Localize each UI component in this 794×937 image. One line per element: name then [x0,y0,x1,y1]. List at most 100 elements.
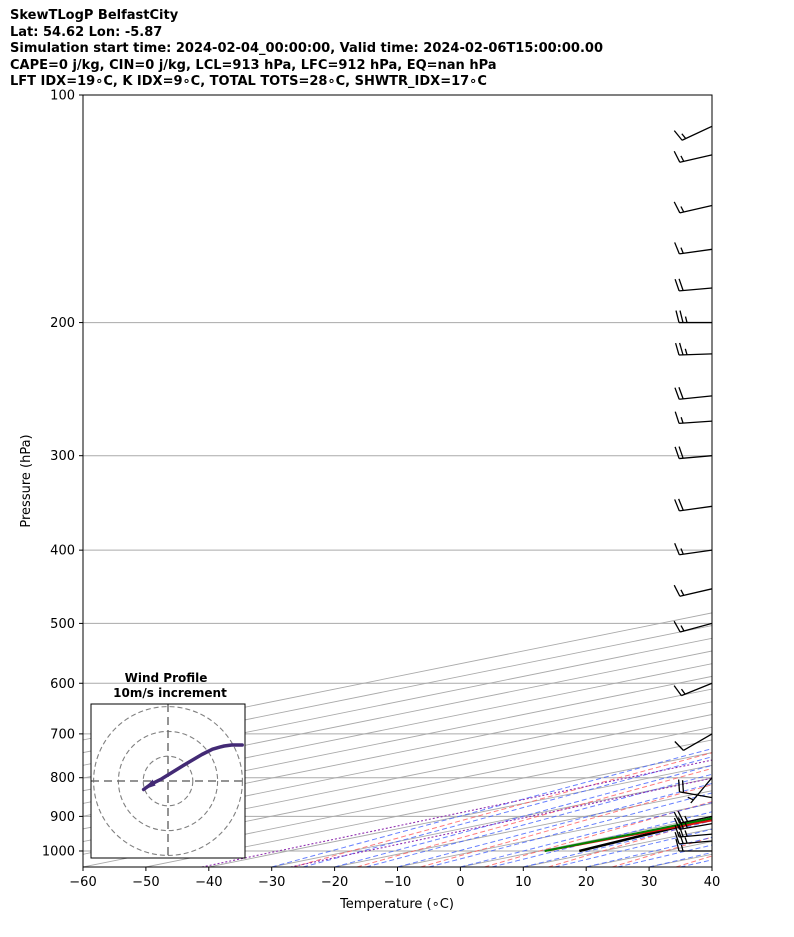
x-tick-label: 0 [456,875,464,890]
chart-title: SkewTLogP BelfastCity [10,8,179,23]
wind-barb-flag [674,387,680,400]
wind-barb-half-flag [680,625,685,632]
wind-barb-flag [678,387,684,400]
cin-shaded-area [702,818,712,822]
isotherm-line [460,815,712,867]
wind-barb-flag [674,411,680,424]
hodograph-trace [141,743,244,792]
wind-barb-flag [674,741,684,751]
hodograph-subtitle: 10m/s increment [113,686,227,700]
wind-barb-shaft [679,505,713,512]
x-tick-label: 20 [578,875,595,890]
moist-adiabat-line [523,820,712,867]
wind-barb-half-flag [680,155,685,162]
wind-barb-shaft [679,395,713,400]
isotherm-line [523,828,712,867]
wind-barb-flag [674,446,680,459]
wind-barb-flag [675,310,680,323]
temperature-profile-line [544,819,712,852]
hodograph-rings [91,704,245,858]
wind-barb-shaft [683,733,713,751]
wind-barb-shaft [679,622,713,633]
wind-barb-half-flag [681,133,687,139]
y-tick-label: 100 [50,89,75,104]
mixing-ratio-line [290,777,712,867]
wind-barb-flag [673,201,681,214]
wind-barb-shaft [679,815,713,824]
wind-barb [674,831,713,845]
wind-barb-half-flag [680,417,684,424]
wind-barb-flag [681,780,685,793]
wind-barb-flag [675,838,680,852]
wind-barb-shaft [679,822,713,830]
hodograph-inset: Wind Profile 10m/s increment [90,671,246,859]
wind-barb-flag [677,779,681,792]
wind-barb [674,411,713,425]
wind-barb [673,682,713,697]
moist-adiabat-line [648,852,712,867]
wind-barb-flag [673,685,682,697]
y-tick-label: 400 [50,544,75,559]
wind-barb-shaft [681,682,713,697]
dry-adiabat-line [293,752,712,867]
wind-barb-shaft [679,840,713,845]
y-tick-label: 900 [50,810,75,825]
moist-adiabat-line [680,859,712,867]
wind-barb-half-flag [680,548,684,555]
wind-barb-shaft [679,420,713,425]
isotherm-line [83,726,712,855]
wind-barb-flag [674,242,680,255]
dry-adiabat-line [740,95,794,867]
dry-adiabats [293,95,794,867]
moist-adiabat-line [460,801,712,867]
y-axis-label: Pressure (hPa) [19,434,34,527]
dry-adiabat-line [548,818,712,867]
y-axis: 100 200 300 400 500 600 700 800 900 1000 [42,89,83,859]
wind-barb-half-flag [680,247,684,254]
isotherm-line [83,701,712,830]
x-tick-label: −30 [258,875,285,890]
wind-barb-flag [674,278,680,292]
wind-barb [674,824,713,838]
wind-barb [675,310,712,324]
wind-barb-half-flag [684,815,689,822]
wind-barb-shaft [679,154,713,163]
wind-barb-flag [673,620,681,633]
wind-barb-flag [678,446,684,459]
wind-barb-flag [678,498,684,511]
mixing-ratio-lines [201,759,712,867]
wind-barb-flag [673,811,681,824]
wind-barb [677,779,713,799]
isotherm-line [83,650,712,779]
hodograph-title: Wind Profile [125,671,208,685]
x-tick-label: 40 [704,875,721,890]
y-tick-label: 500 [50,617,75,632]
dry-adiabat-line [356,767,712,867]
moist-adiabats [271,748,712,867]
wind-barb-flag [674,499,680,512]
wind-barb [673,620,713,633]
wind-barb-shaft [678,353,713,356]
wind-barb-shaft [679,287,713,292]
wind-barb-flag [678,278,684,291]
x-axis-label: Temperature (∘C) [339,897,454,912]
wind-barb [675,838,712,852]
isotherm-line [208,764,712,867]
moist-adiabat-line [554,828,712,867]
wind-barb-half-flag [680,688,686,695]
moist-adiabat-line [491,811,712,867]
wind-barb-half-flag [684,348,688,355]
wind-barb-shaft [679,248,713,255]
wind-barb-half-flag [680,206,685,213]
moist-adiabat-line [711,866,712,867]
wind-barb [674,446,713,460]
wind-barb [673,584,713,597]
wind-barb-half-flag [687,796,694,801]
wind-barb [674,387,713,400]
wind-barb-shaft [679,549,713,556]
wind-barb [673,125,713,141]
wind-barb-flag [674,342,680,356]
isotherm-line [397,803,712,867]
moist-adiabat-line [271,748,712,867]
chart-header: SkewTLogP BelfastCity Lat: 54.62 Lon: -5… [10,8,790,91]
